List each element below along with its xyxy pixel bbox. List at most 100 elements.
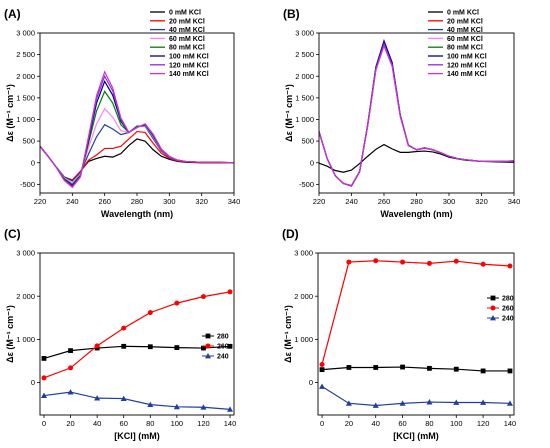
- series-line-140-mM-KCl: [319, 44, 514, 187]
- y-tick-label: 3 000: [295, 29, 314, 38]
- data-point-240: [426, 399, 433, 405]
- x-tick-label: 140: [224, 419, 237, 428]
- x-tick-label: 0: [42, 419, 46, 428]
- y-tick-label: 1 000: [16, 335, 35, 344]
- panel-label: (C): [4, 227, 21, 241]
- data-point-260: [426, 260, 432, 266]
- data-point-280: [373, 365, 379, 370]
- legend-label: 40 mM KCl: [169, 27, 205, 34]
- data-point-240: [372, 402, 379, 408]
- data-point-260: [400, 259, 406, 265]
- series-line-100-mM-KCl: [40, 80, 234, 187]
- series-line-280: [321, 366, 510, 372]
- y-tick-label: 3 000: [16, 249, 35, 258]
- y-tick-label: 2 500: [295, 50, 314, 59]
- legend-label: 80 mM KCl: [169, 45, 205, 52]
- x-tick-label: 20: [66, 419, 74, 428]
- legend-label: 140 mM KCl: [447, 71, 487, 78]
- x-tick-label: 260: [98, 197, 111, 206]
- legend-label: 240: [217, 354, 229, 361]
- data-point-240: [200, 404, 207, 410]
- y-tick-label: 2 000: [16, 292, 35, 301]
- legend-label: 280: [217, 334, 229, 341]
- data-point-240: [94, 395, 101, 401]
- legend-marker: [205, 343, 211, 349]
- x-tick-label: 100: [171, 419, 184, 428]
- series-line-260: [43, 291, 231, 379]
- y-tick-label: 2 000: [294, 292, 313, 301]
- series-line-0-mM-KCl: [319, 143, 514, 173]
- y-tick-label: -500: [299, 180, 314, 189]
- y-tick-label: 500: [301, 137, 314, 146]
- data-point-260: [200, 294, 206, 300]
- panel-label: (A): [4, 7, 21, 21]
- legend-label: 260: [217, 344, 229, 351]
- legend-label: 0 mM KCl: [169, 10, 201, 17]
- series-line-0-mM-KCl: [40, 138, 234, 181]
- legend-label: 120 mM KCl: [447, 62, 487, 69]
- data-point-260: [507, 263, 513, 269]
- data-point-280: [68, 348, 73, 354]
- data-point-240: [227, 406, 234, 412]
- x-tick-label: 100: [450, 419, 463, 428]
- x-tick-label: 120: [477, 419, 490, 428]
- series-line-140-mM-KCl: [40, 70, 234, 189]
- y-tick-label: 3 000: [294, 249, 313, 258]
- data-point-280: [147, 344, 153, 350]
- legend-label: 240: [502, 316, 514, 323]
- x-tick-label: 320: [475, 197, 488, 206]
- data-point-240: [506, 400, 513, 406]
- data-point-280: [227, 343, 233, 349]
- legend-label: 260: [502, 306, 514, 313]
- data-point-280: [174, 345, 180, 351]
- y-axis-title: Δε (M⁻¹ cm⁻¹): [283, 305, 293, 363]
- x-tick-label: 120: [197, 419, 210, 428]
- data-point-280: [507, 368, 513, 374]
- data-point-260: [174, 300, 180, 306]
- data-point-240: [453, 399, 460, 405]
- series-line-240: [321, 385, 510, 407]
- series-line-40-mM-KCl: [40, 123, 234, 182]
- data-point-260: [319, 361, 325, 367]
- y-tick-label: 1 000: [294, 335, 313, 344]
- data-point-280: [121, 343, 127, 349]
- data-point-280: [346, 365, 352, 370]
- x-tick-label: 260: [378, 197, 391, 206]
- panel-label: (D): [282, 227, 299, 241]
- legend-label: 60 mM KCl: [447, 36, 483, 43]
- y-tick-label: 2 000: [16, 72, 35, 81]
- data-point-280: [201, 345, 206, 351]
- y-tick-label: 0: [31, 378, 35, 387]
- series-line-280: [43, 345, 231, 359]
- data-point-240: [147, 401, 154, 408]
- plot-frame: [317, 252, 515, 416]
- series-line-60-mM-KCl: [40, 107, 234, 184]
- series-line-260: [321, 260, 511, 365]
- x-tick-label: 300: [163, 197, 176, 206]
- x-tick-label: 280: [410, 197, 423, 206]
- data-point-240: [345, 400, 352, 406]
- legend-marker: [205, 353, 211, 359]
- x-axis-title: [KCl] (mM): [114, 431, 160, 441]
- y-tick-label: 500: [22, 137, 35, 146]
- legend-label: 100 mM KCl: [169, 54, 209, 61]
- x-tick-label: 60: [120, 419, 128, 428]
- legend-marker: [490, 305, 496, 311]
- legend-label: 0 mM KCl: [447, 10, 479, 17]
- x-tick-label: 300: [443, 197, 456, 206]
- y-tick-label: 0: [31, 158, 35, 167]
- series-line-240: [43, 391, 231, 410]
- panel-label: (B): [283, 7, 300, 21]
- y-axis-title: Δε (M⁻¹ cm⁻¹): [5, 305, 15, 363]
- y-tick-label: 1 000: [16, 115, 35, 124]
- data-point-240: [319, 383, 326, 389]
- y-axis-title: Δε (M⁻¹ cm⁻¹): [284, 84, 294, 142]
- data-point-240: [40, 392, 47, 398]
- data-point-260: [94, 343, 100, 349]
- data-point-260: [480, 261, 486, 267]
- y-tick-label: -500: [20, 180, 35, 189]
- data-point-280: [427, 365, 432, 371]
- y-tick-label: 1 000: [295, 115, 314, 124]
- x-tick-label: 0: [320, 419, 324, 428]
